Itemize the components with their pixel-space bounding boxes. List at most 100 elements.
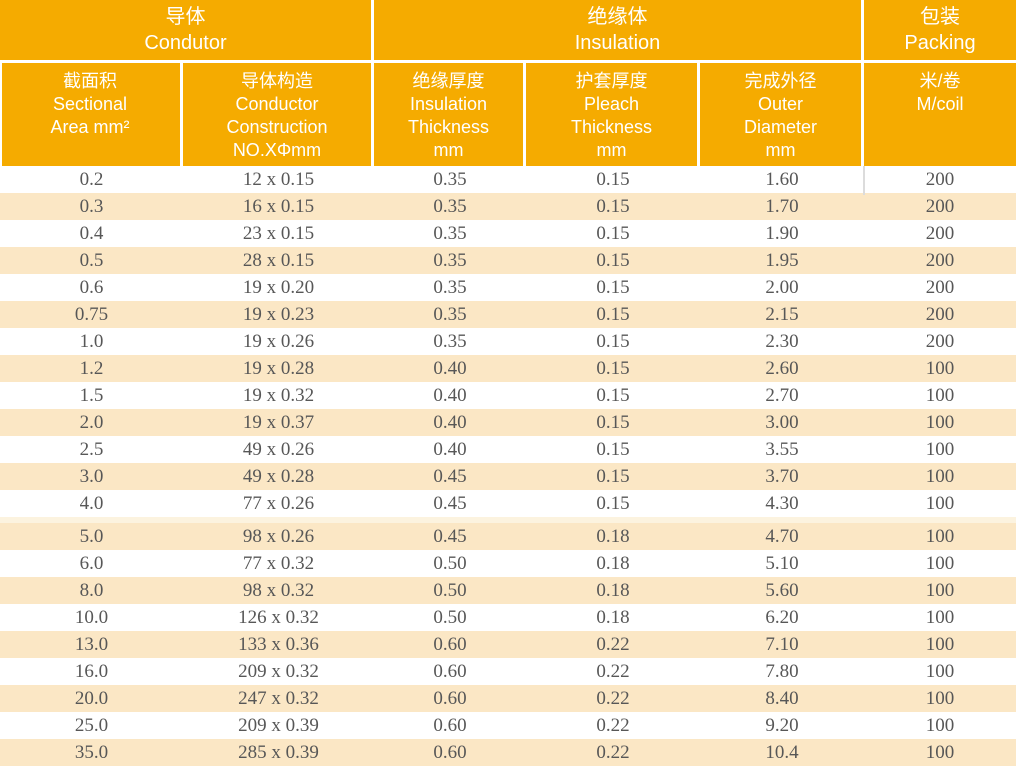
table-row: 20.0 247 x 0.32 0.60 0.22 8.40 100 <box>0 685 1016 712</box>
table-cell: 100 <box>925 741 955 763</box>
table-cell: 0.15 <box>596 438 630 460</box>
table-cell: 0.60 <box>433 741 467 763</box>
table-cell: 0.35 <box>433 276 467 298</box>
table-cell: 0.5 <box>79 249 104 271</box>
table-cell: 20.0 <box>74 687 109 709</box>
table-cell: 0.6 <box>79 276 104 298</box>
table-cell: 0.35 <box>433 330 467 352</box>
table-cell: 100 <box>925 579 955 601</box>
table-cell: 0.50 <box>433 579 467 601</box>
column-header-m-per-coil: 米/卷 M/coil <box>864 63 1016 166</box>
table-row: 0.3 16 x 0.15 0.35 0.15 1.70 200 <box>0 193 1016 220</box>
table-cell: 1.70 <box>765 195 799 217</box>
table-cell: 19 x 0.28 <box>242 357 315 379</box>
table-cell: 0.22 <box>596 741 630 763</box>
table-row: 16.0 209 x 0.32 0.60 0.22 7.80 100 <box>0 658 1016 685</box>
section-separator <box>0 517 1016 523</box>
table-cell: 100 <box>925 687 955 709</box>
table-cell: 1.95 <box>765 249 799 271</box>
table-cell: 13.0 <box>74 633 109 655</box>
table-cell: 5.0 <box>79 525 104 547</box>
table-cell: 0.35 <box>433 168 467 190</box>
table-cell: 100 <box>925 357 955 379</box>
table-cell: 28 x 0.15 <box>242 249 315 271</box>
table-cell: 6.20 <box>765 606 799 628</box>
column-group-conductor: 导体 Condutor <box>0 0 371 60</box>
table-cell: 0.35 <box>433 303 467 325</box>
table-cell: 0.15 <box>596 411 630 433</box>
table-cell: 8.40 <box>765 687 799 709</box>
table-cell: 200 <box>925 276 955 298</box>
table-cell: 98 x 0.32 <box>242 579 315 601</box>
table-cell: 200 <box>925 222 955 244</box>
table-cell: 0.50 <box>433 606 467 628</box>
column-header-sectional-area: 截面积 Sectional Area mm² <box>0 63 180 166</box>
column-group-insulation: 绝缘体 Insulation <box>374 0 861 60</box>
table-body: 0.2 12 x 0.15 0.35 0.15 1.60 200 0.3 16 x 0.15 0… <box>0 166 1016 766</box>
table-cell: 2.30 <box>765 330 799 352</box>
table-row: 25.0 209 x 0.39 0.60 0.22 9.20 100 <box>0 712 1016 739</box>
table-row: 3.0 49 x 0.28 0.45 0.15 3.70 100 <box>0 463 1016 490</box>
table-cell: 49 x 0.28 <box>242 465 315 487</box>
table-row: 0.6 19 x 0.20 0.35 0.15 2.00 200 <box>0 274 1016 301</box>
table-row: 10.0 126 x 0.32 0.50 0.18 6.20 100 <box>0 604 1016 631</box>
table-cell: 0.18 <box>596 579 630 601</box>
table-cell: 4.70 <box>765 525 799 547</box>
table-cell: 2.70 <box>765 384 799 406</box>
table-cell: 35.0 <box>74 741 109 763</box>
table-cell: 0.18 <box>596 606 630 628</box>
table-cell: 100 <box>925 411 955 433</box>
table-cell: 209 x 0.39 <box>238 714 319 736</box>
table-cell: 2.60 <box>765 357 799 379</box>
table-cell: 0.60 <box>433 660 467 682</box>
table-cell: 1.5 <box>79 384 104 406</box>
table-row: 8.0 98 x 0.32 0.50 0.18 5.60 100 <box>0 577 1016 604</box>
table-cell: 0.15 <box>596 276 630 298</box>
table-cell: 1.0 <box>79 330 104 352</box>
table-cell: 0.50 <box>433 552 467 574</box>
table-cell: 7.80 <box>765 660 799 682</box>
table-cell: 126 x 0.32 <box>238 606 319 628</box>
table-cell: 0.15 <box>596 168 630 190</box>
table-cell: 77 x 0.26 <box>242 492 315 514</box>
table-row: 6.0 77 x 0.32 0.50 0.18 5.10 100 <box>0 550 1016 577</box>
table-row: 0.5 28 x 0.15 0.35 0.15 1.95 200 <box>0 247 1016 274</box>
table-cell: 19 x 0.26 <box>242 330 315 352</box>
table-cell: 0.4 <box>79 222 104 244</box>
table-cell: 2.5 <box>79 438 104 460</box>
table-cell: 100 <box>925 384 955 406</box>
table-cell: 100 <box>925 492 955 514</box>
table-header: 导体 Condutor 绝缘体 Insulation 包装 Packing 截面… <box>0 0 1016 166</box>
table-cell: 25.0 <box>74 714 109 736</box>
table-cell: 0.35 <box>433 222 467 244</box>
table-cell: 0.22 <box>596 687 630 709</box>
table-cell: 0.60 <box>433 687 467 709</box>
table-cell: 0.40 <box>433 411 467 433</box>
table-cell: 1.60 <box>765 168 799 190</box>
table-cell: 0.40 <box>433 384 467 406</box>
table-cell: 0.15 <box>596 492 630 514</box>
table-row: 1.5 19 x 0.32 0.40 0.15 2.70 100 <box>0 382 1016 409</box>
column-header-insulation-thickness: 绝缘厚度 Insulation Thickness mm <box>374 63 523 166</box>
table-row: 35.0 285 x 0.39 0.60 0.22 10.4 100 <box>0 739 1016 766</box>
table-row: 0.2 12 x 0.15 0.35 0.15 1.60 200 <box>0 166 1016 193</box>
table-cell: 98 x 0.26 <box>242 525 315 547</box>
table-row: 5.0 98 x 0.26 0.45 0.18 4.70 100 <box>0 523 1016 550</box>
table-cell: 3.55 <box>765 438 799 460</box>
table-cell: 0.45 <box>433 492 467 514</box>
table-cell: 77 x 0.32 <box>242 552 315 574</box>
table-row: 0.75 19 x 0.23 0.35 0.15 2.15 200 <box>0 301 1016 328</box>
table-cell: 0.40 <box>433 438 467 460</box>
table-cell: 0.45 <box>433 465 467 487</box>
table-cell: 3.00 <box>765 411 799 433</box>
first-row-column-divider <box>863 166 865 195</box>
table-cell: 0.35 <box>433 195 467 217</box>
column-header-outer-diameter: 完成外径 Outer Diameter mm <box>700 63 861 166</box>
table-cell: 285 x 0.39 <box>238 741 319 763</box>
table-cell: 19 x 0.37 <box>242 411 315 433</box>
table-cell: 0.40 <box>433 357 467 379</box>
table-cell: 0.22 <box>596 714 630 736</box>
table-cell: 10.0 <box>74 606 109 628</box>
table-cell: 133 x 0.36 <box>238 633 319 655</box>
table-cell: 49 x 0.26 <box>242 438 315 460</box>
